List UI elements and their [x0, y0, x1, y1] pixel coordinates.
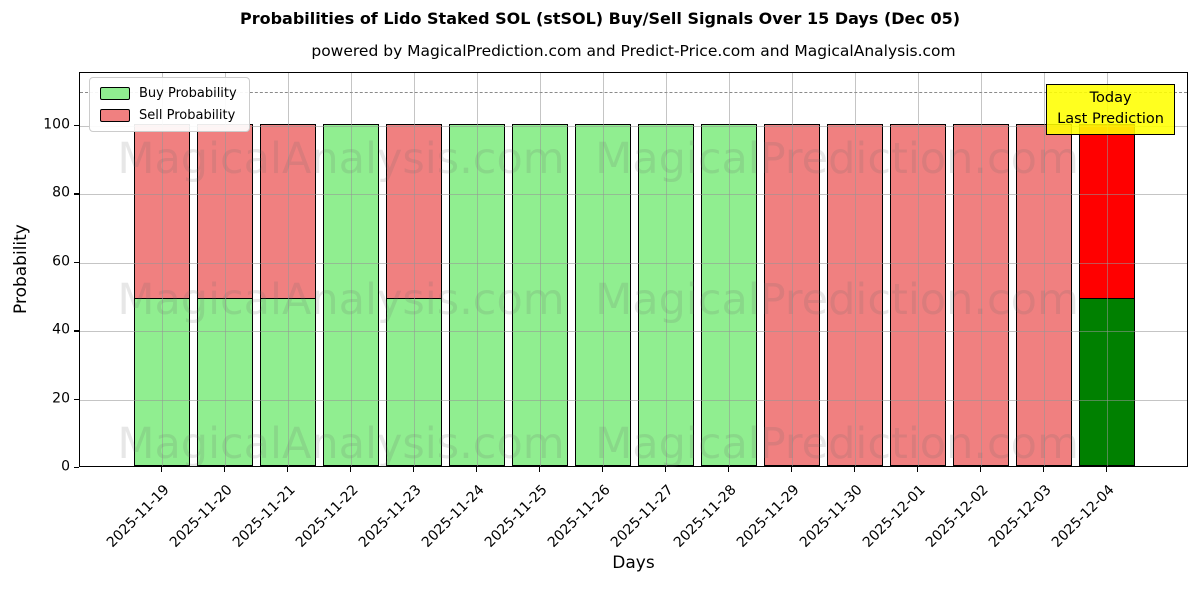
y-tick-label: 40: [52, 321, 70, 338]
chart-title: Probabilities of Lido Staked SOL (stSOL)…: [239, 9, 961, 28]
x-tickmark: [1106, 467, 1108, 472]
legend: Buy Probability Sell Probability: [89, 77, 250, 132]
h-gridline: [80, 262, 1187, 264]
buy-bar-segment: [1078, 298, 1136, 466]
v-gridline: [855, 73, 857, 466]
x-tickmark: [665, 467, 667, 472]
today-annotation: Today Last Prediction: [1046, 84, 1175, 136]
legend-label: Sell Probability: [139, 108, 236, 123]
v-gridline: [981, 73, 983, 466]
x-tick-label-text: 2025-11-25: [481, 482, 551, 551]
x-tickmark: [349, 467, 352, 472]
y-tick-label: 100: [43, 116, 70, 133]
threshold-dashed-line: [80, 91, 1187, 93]
x-tick-label-text: 2025-12-01: [859, 482, 929, 551]
legend-item: Sell Probability: [100, 108, 237, 123]
x-tickmark: [728, 467, 730, 472]
sell-bar-segment: [259, 124, 317, 300]
v-gridline: [161, 73, 163, 466]
x-tick-label-text: 2025-11-22: [292, 482, 362, 551]
v-gridline: [224, 73, 226, 466]
buy-bar-segment: [700, 124, 758, 466]
x-tick-label-text: 2025-12-03: [985, 482, 1055, 551]
plot-area: MagicalAnalysis.comMagicalPrediction.com…: [79, 72, 1188, 469]
v-gridline: [287, 73, 289, 466]
sell-bar-segment: [826, 124, 884, 466]
x-tickmark: [475, 467, 478, 472]
x-tick-label-text: 2025-11-24: [418, 482, 488, 551]
x-tick-label-text: 2025-11-26: [544, 482, 614, 551]
sell-bar-segment: [385, 124, 443, 300]
today-annotation-line1: Today: [1089, 90, 1132, 106]
v-gridline: [666, 73, 667, 466]
x-tick-label-text: 2025-11-29: [733, 482, 803, 551]
sell-bar-segment: [1078, 124, 1136, 300]
v-gridline: [350, 73, 352, 466]
sell-bar-segment: [196, 124, 254, 300]
y-tickmark: [74, 193, 79, 195]
h-gridline: [80, 399, 1187, 401]
legend-label: Buy Probability: [139, 86, 237, 101]
y-tickmark: [74, 125, 79, 127]
buy-bar-segment: [196, 298, 254, 466]
v-gridline: [602, 73, 604, 466]
h-gridline: [80, 194, 1187, 196]
x-tick-label-text: 2025-11-23: [355, 482, 425, 551]
h-gridline: [80, 126, 1187, 127]
x-tick-label-text: 2025-12-02: [922, 482, 992, 551]
buy-bar-segment: [574, 124, 632, 466]
x-tickmark: [854, 467, 856, 472]
grid-layer: [80, 73, 1187, 466]
y-tickmark: [74, 261, 79, 264]
buy-bar-segment: [448, 124, 506, 466]
y-tick-label: 80: [52, 185, 70, 202]
x-axis-label: Days: [612, 553, 655, 573]
x-tick-label-text: 2025-11-21: [229, 482, 299, 551]
y-tickmark: [74, 398, 79, 400]
x-tick-label-text: 2025-11-27: [607, 482, 677, 551]
x-tickmark: [538, 467, 541, 472]
x-tickmark: [286, 467, 289, 472]
x-tickmark: [980, 467, 982, 472]
x-tickmark: [601, 467, 604, 472]
x-tickmark: [160, 467, 163, 472]
y-tickmark: [74, 330, 79, 332]
y-tick-label: 20: [52, 390, 70, 407]
x-tick-label-text: 2025-11-19: [103, 482, 173, 551]
x-tickmark: [412, 467, 415, 472]
sell-bar-segment: [889, 124, 947, 466]
h-gridline: [80, 331, 1187, 333]
sell-bar-segment: [952, 124, 1010, 466]
v-gridline: [1107, 73, 1109, 466]
v-gridline: [918, 73, 920, 466]
today-annotation-line2: Last Prediction: [1057, 111, 1164, 128]
buy-bar-segment: [133, 298, 191, 466]
chart-subtitle: powered by MagicalPrediction.com and Pre…: [311, 42, 956, 60]
v-gridline: [792, 73, 794, 466]
v-gridline: [539, 73, 541, 466]
v-gridline: [729, 73, 731, 466]
legend-item: Buy Probability: [100, 86, 237, 101]
x-tickmark: [917, 467, 919, 472]
legend-swatch: [100, 109, 130, 122]
v-gridline: [413, 73, 415, 466]
x-tick-label-text: 2025-11-28: [670, 482, 740, 551]
v-gridline: [476, 73, 478, 466]
x-tickmark: [1043, 467, 1045, 472]
x-tickmark: [791, 467, 793, 472]
x-tickmark: [223, 467, 226, 472]
buy-bar-segment: [259, 298, 317, 466]
x-tick-label-text: 2025-11-20: [166, 482, 236, 551]
v-gridline: [1044, 73, 1046, 466]
y-tick-label: 60: [52, 253, 70, 270]
x-tick-label-text: 2025-11-30: [796, 482, 866, 551]
buy-bar-segment: [637, 124, 695, 466]
sell-bar-segment: [133, 124, 191, 300]
y-tick-label: 0: [61, 458, 70, 475]
x-tick-label-text: 2025-12-04: [1048, 482, 1118, 551]
legend-swatch: [100, 87, 130, 100]
y-tickmark: [74, 467, 79, 469]
